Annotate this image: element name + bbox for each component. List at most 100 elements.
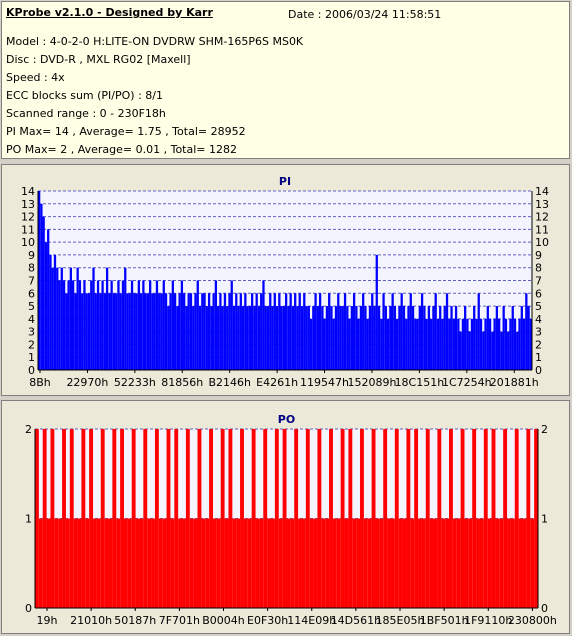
pi-bar (303, 293, 306, 370)
po-bar (243, 518, 248, 608)
pi-bar (316, 306, 319, 370)
pi-bar (187, 293, 190, 370)
po-bar (182, 518, 186, 608)
pi-bar (448, 318, 451, 370)
pi-bar (500, 331, 503, 370)
pi-bar (217, 306, 220, 370)
pi-bar (212, 293, 215, 370)
po-bar (530, 518, 535, 608)
pi-bar (255, 293, 258, 370)
pi-bar (180, 280, 184, 370)
pi-bar (228, 293, 231, 370)
po-bar (251, 429, 256, 608)
po-xtick-label: 14D561h (331, 614, 381, 627)
pi-bar (371, 293, 374, 370)
po-xtick-label: 1F9110h (464, 614, 512, 627)
pi-bar (386, 318, 390, 370)
po-chart: PO 0 0 1 1 2 2 19h 21010h 50187h 7F701h B0004h E0F30… (25, 413, 557, 627)
po-bar (205, 518, 210, 608)
ecc-blocks: ECC blocks sum (PI/PO) : 8/1 (6, 89, 163, 102)
po-xtick-label: 21010h (70, 614, 112, 627)
pi-bar (214, 280, 218, 370)
po-bar (522, 518, 527, 608)
pi-ytick-left: 8 (28, 262, 35, 275)
pi-bar (162, 280, 165, 370)
po-bar (425, 429, 430, 608)
po-bar (433, 518, 438, 608)
pi-bar (58, 280, 61, 370)
po-bar (100, 429, 105, 608)
pi-ytick-right: 5 (535, 300, 542, 313)
pi-bar (53, 254, 57, 370)
po-bar (267, 518, 272, 608)
pi-bar (40, 203, 43, 370)
pi-bar (518, 318, 521, 370)
pi-bar (396, 318, 399, 370)
pi-bar (359, 306, 363, 370)
pi-bar (151, 293, 154, 370)
pi-bar (81, 293, 84, 370)
po-bar (499, 518, 504, 608)
pi-ytick-left: 9 (28, 249, 35, 262)
pi-bar (248, 306, 252, 370)
pi-ytick-right: 3 (535, 326, 542, 339)
po-bar (329, 429, 333, 608)
pi-bar (232, 306, 236, 370)
pi-xtick-label: 152089h (347, 376, 396, 389)
po-bar (143, 429, 148, 608)
pi-bar (362, 293, 365, 370)
pi-bar (83, 280, 86, 370)
po-bar (178, 518, 183, 608)
po-bar (166, 429, 171, 608)
pi-bar (495, 306, 499, 370)
pi-bar (198, 306, 202, 370)
pi-bar (407, 306, 410, 370)
pi-bar (432, 306, 435, 370)
pi-bar (525, 293, 528, 370)
pi-bar (262, 280, 265, 370)
pi-ytick-left: 7 (28, 275, 35, 288)
po-bar (286, 518, 291, 608)
pi-bar (337, 293, 340, 370)
pi-bar (121, 280, 125, 370)
pi-bar (71, 280, 75, 370)
po-bar (406, 429, 411, 608)
pi-bar (352, 293, 356, 370)
po-bar (290, 518, 295, 608)
pi-bar (430, 318, 433, 370)
po-ytick-right: 0 (541, 602, 548, 615)
po-bar (147, 518, 152, 608)
pi-bar (312, 306, 315, 370)
pi-bar (355, 306, 358, 370)
po-bar (352, 518, 357, 608)
po-bar (495, 518, 500, 608)
pi-bar (346, 306, 349, 370)
po-bar (534, 429, 538, 608)
pi-bar (264, 306, 267, 370)
pi-bar (282, 306, 285, 370)
pi-bar (341, 306, 344, 370)
po-bar (42, 429, 47, 608)
po-bar (259, 518, 264, 608)
pi-bar (108, 293, 111, 370)
pi-bar (454, 306, 458, 370)
pi-bar (42, 216, 45, 370)
pi-bar (294, 293, 297, 370)
pi-bar (178, 293, 181, 370)
po-chart-panel: PO 0 0 1 1 2 2 19h 21010h 50187h 7F701h B0004h E0F30… (1, 400, 570, 634)
pi-bar (87, 293, 91, 370)
po-bar (363, 518, 368, 608)
po-bar (367, 518, 372, 608)
pi-bar (92, 267, 95, 370)
po-bar (89, 429, 94, 608)
po-bar (383, 429, 388, 608)
pi-bar (128, 293, 131, 370)
pi-bar (348, 318, 351, 370)
pi-bar (380, 318, 383, 370)
po-bar (189, 518, 194, 608)
pi-bar (377, 306, 381, 370)
po-xtick-label: 50187h (114, 614, 156, 627)
po-bar (77, 518, 82, 608)
po-bar (93, 518, 97, 608)
po-bar (58, 518, 63, 608)
